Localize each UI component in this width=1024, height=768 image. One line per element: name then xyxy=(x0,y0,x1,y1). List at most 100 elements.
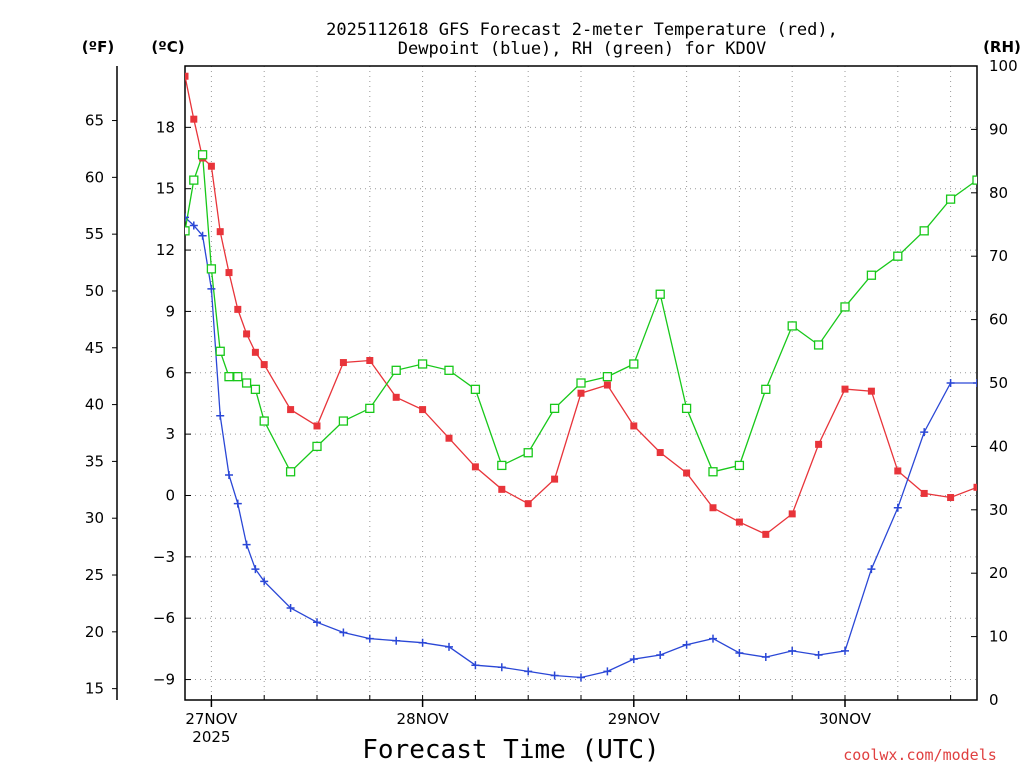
rh-point xyxy=(681,403,692,414)
temperature-point xyxy=(683,469,691,477)
dewpoint-point xyxy=(286,603,295,612)
temperature-point xyxy=(815,440,823,448)
dewpoint-point xyxy=(392,636,401,645)
temperature-point xyxy=(947,494,955,502)
temperature-point xyxy=(630,422,638,430)
dewpoint-point xyxy=(920,428,929,437)
rh-point xyxy=(999,138,1007,146)
rh-point xyxy=(523,448,533,458)
rh-point xyxy=(708,467,718,477)
temperature-point xyxy=(973,483,977,491)
dewpoint-point xyxy=(735,648,744,657)
rh-point xyxy=(840,302,850,312)
tick-labels: 1520253035404550556065−9−6−3036912151801… xyxy=(85,57,1018,746)
temperature-point xyxy=(709,504,717,512)
f-tick-label: 20 xyxy=(85,623,104,641)
dewpoint-point xyxy=(172,205,180,213)
dewpoint-point xyxy=(946,379,955,387)
dewpoint-point xyxy=(260,577,269,586)
dewpoint-point xyxy=(185,213,189,222)
rh-tick-label: 90 xyxy=(989,120,1008,138)
temperature-point xyxy=(392,393,400,401)
f-tick-label: 45 xyxy=(85,339,104,357)
dewpoint-point xyxy=(682,640,691,649)
temperature-point xyxy=(419,406,427,414)
rh-tick-label: 40 xyxy=(989,437,1008,455)
dewpoint-point xyxy=(471,661,480,670)
rh-point xyxy=(919,226,929,236)
f-tick-label: 35 xyxy=(85,452,104,470)
rh-tick-label: 50 xyxy=(989,374,1008,392)
temperature-point xyxy=(445,434,453,442)
f-tick-label: 25 xyxy=(85,566,104,584)
temperature-point xyxy=(207,162,215,170)
temperature-point xyxy=(260,361,268,369)
rh-point xyxy=(250,384,261,394)
dewpoint-point xyxy=(198,231,207,240)
rh-point xyxy=(945,194,956,204)
temperature-point xyxy=(216,228,224,236)
dewpoint-point xyxy=(709,634,717,643)
temperature-point xyxy=(471,463,479,471)
dewpoint-point xyxy=(893,503,902,512)
chart-title-line2: Dewpoint (blue), RH (green) for KDOV xyxy=(398,39,766,59)
rh-point xyxy=(787,321,797,331)
rh-point xyxy=(163,233,171,241)
rh-point xyxy=(444,365,454,375)
dewpoint-point xyxy=(497,663,506,672)
rh-point xyxy=(734,460,745,471)
temperature-point xyxy=(735,518,743,526)
temperature-point xyxy=(524,500,532,508)
rh-point xyxy=(497,460,507,471)
dewpoint-point xyxy=(656,651,665,660)
dewpoint-point xyxy=(867,565,876,574)
temperature-point xyxy=(173,83,180,90)
temperature-point xyxy=(762,530,770,538)
rh-point xyxy=(172,259,180,267)
temperature-point xyxy=(656,449,664,457)
rh-point xyxy=(185,226,190,236)
rh-tick-label: 100 xyxy=(989,57,1018,75)
dewpoint-point xyxy=(841,646,849,655)
temperature-point xyxy=(603,381,611,389)
rh-point xyxy=(338,416,349,426)
rh-point xyxy=(241,378,252,388)
rh-point xyxy=(576,378,586,388)
temperature-point xyxy=(251,348,259,356)
temperature-point xyxy=(155,91,162,98)
credit-label: coolwx.com/models xyxy=(843,746,997,764)
year-label: 2025 xyxy=(192,728,230,746)
temperature-point xyxy=(287,406,295,414)
c-tick-label: −6 xyxy=(153,609,175,627)
rh-line xyxy=(185,154,977,473)
series-lines xyxy=(185,74,977,679)
rh-point xyxy=(655,289,665,299)
day-label: 30NOV xyxy=(819,710,872,728)
day-label: 27NOV xyxy=(185,710,238,728)
day-label: 29NOV xyxy=(608,710,661,728)
temperature-point xyxy=(366,357,374,365)
c-tick-label: 15 xyxy=(156,180,175,198)
dewpoint-point xyxy=(189,221,198,230)
dewpoint-point xyxy=(603,667,612,676)
rh-point xyxy=(761,384,771,394)
temperature-point xyxy=(313,422,321,430)
dewpoint-point xyxy=(973,379,977,387)
series-markers xyxy=(155,72,1007,682)
dewpoint-point xyxy=(577,673,585,682)
f-tick-label: 15 xyxy=(85,680,104,698)
c-tick-label: −3 xyxy=(153,548,175,566)
rh-point xyxy=(312,441,322,452)
dewpoint-point xyxy=(225,471,233,480)
c-tick-label: 18 xyxy=(156,118,175,136)
f-tick-label: 55 xyxy=(85,225,104,243)
f-tick-label: 30 xyxy=(85,509,104,527)
c-tick-label: −9 xyxy=(153,671,175,689)
dewpoint-point xyxy=(418,638,427,647)
temperature-point xyxy=(234,305,242,313)
rh-point xyxy=(259,416,269,426)
temperature-point xyxy=(577,389,585,397)
rh-point xyxy=(813,340,824,350)
rh-point xyxy=(602,372,613,382)
